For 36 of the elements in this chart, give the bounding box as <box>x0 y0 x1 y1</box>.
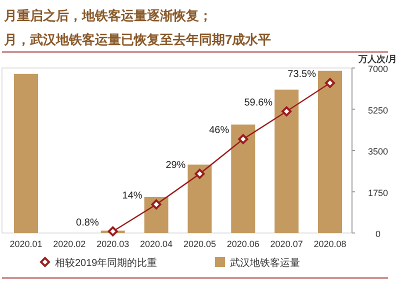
x-tick-label: 2020.06 <box>226 239 260 249</box>
x-tick-label: 2020.01 <box>10 239 42 249</box>
data-label: 14% <box>122 190 142 202</box>
chart-title: 月重启之后，地铁客运量逐渐恢复； <box>3 8 212 23</box>
x-tick-label: 2020.05 <box>183 239 216 249</box>
point <box>194 168 205 179</box>
bar <box>318 70 342 233</box>
data-label: 59.6% <box>244 97 273 108</box>
chart-subtitle: 月，武汉地铁客运量已恢复至去年同期7成水平 <box>3 32 272 47</box>
x-tick-label: 2020.08 <box>314 239 346 249</box>
point <box>151 199 162 210</box>
x-tick-label: 2020.03 <box>96 239 130 249</box>
data-label: 73.5% <box>288 69 316 80</box>
legend-label: 武汉地铁客运量 <box>230 257 300 269</box>
point <box>282 106 292 116</box>
y-tick-label: 0 <box>375 229 381 239</box>
bar <box>231 124 256 233</box>
point <box>238 134 248 144</box>
point <box>325 78 335 88</box>
x-tick-label: 2020.04 <box>140 239 173 249</box>
bar <box>14 74 38 233</box>
y-tick-label: 3500 <box>368 146 388 156</box>
point <box>108 226 118 236</box>
x-tick-label: 2020.07 <box>270 239 303 249</box>
bar <box>274 90 299 233</box>
bar <box>188 164 212 233</box>
y-tick-label: 7000 <box>368 64 388 74</box>
y-tick-label: 5250 <box>368 105 388 116</box>
x-tick-label: 2020.02 <box>53 239 86 249</box>
legend-label: 相较2019年同期的比重 <box>55 257 158 269</box>
data-label: 46% <box>209 125 230 136</box>
data-label: 29% <box>166 160 186 171</box>
bar <box>144 196 168 233</box>
y-axis-title: 万人次/月 <box>358 54 398 64</box>
y-tick-label: 1750 <box>368 188 388 198</box>
data-label: 0.8% <box>76 217 99 228</box>
